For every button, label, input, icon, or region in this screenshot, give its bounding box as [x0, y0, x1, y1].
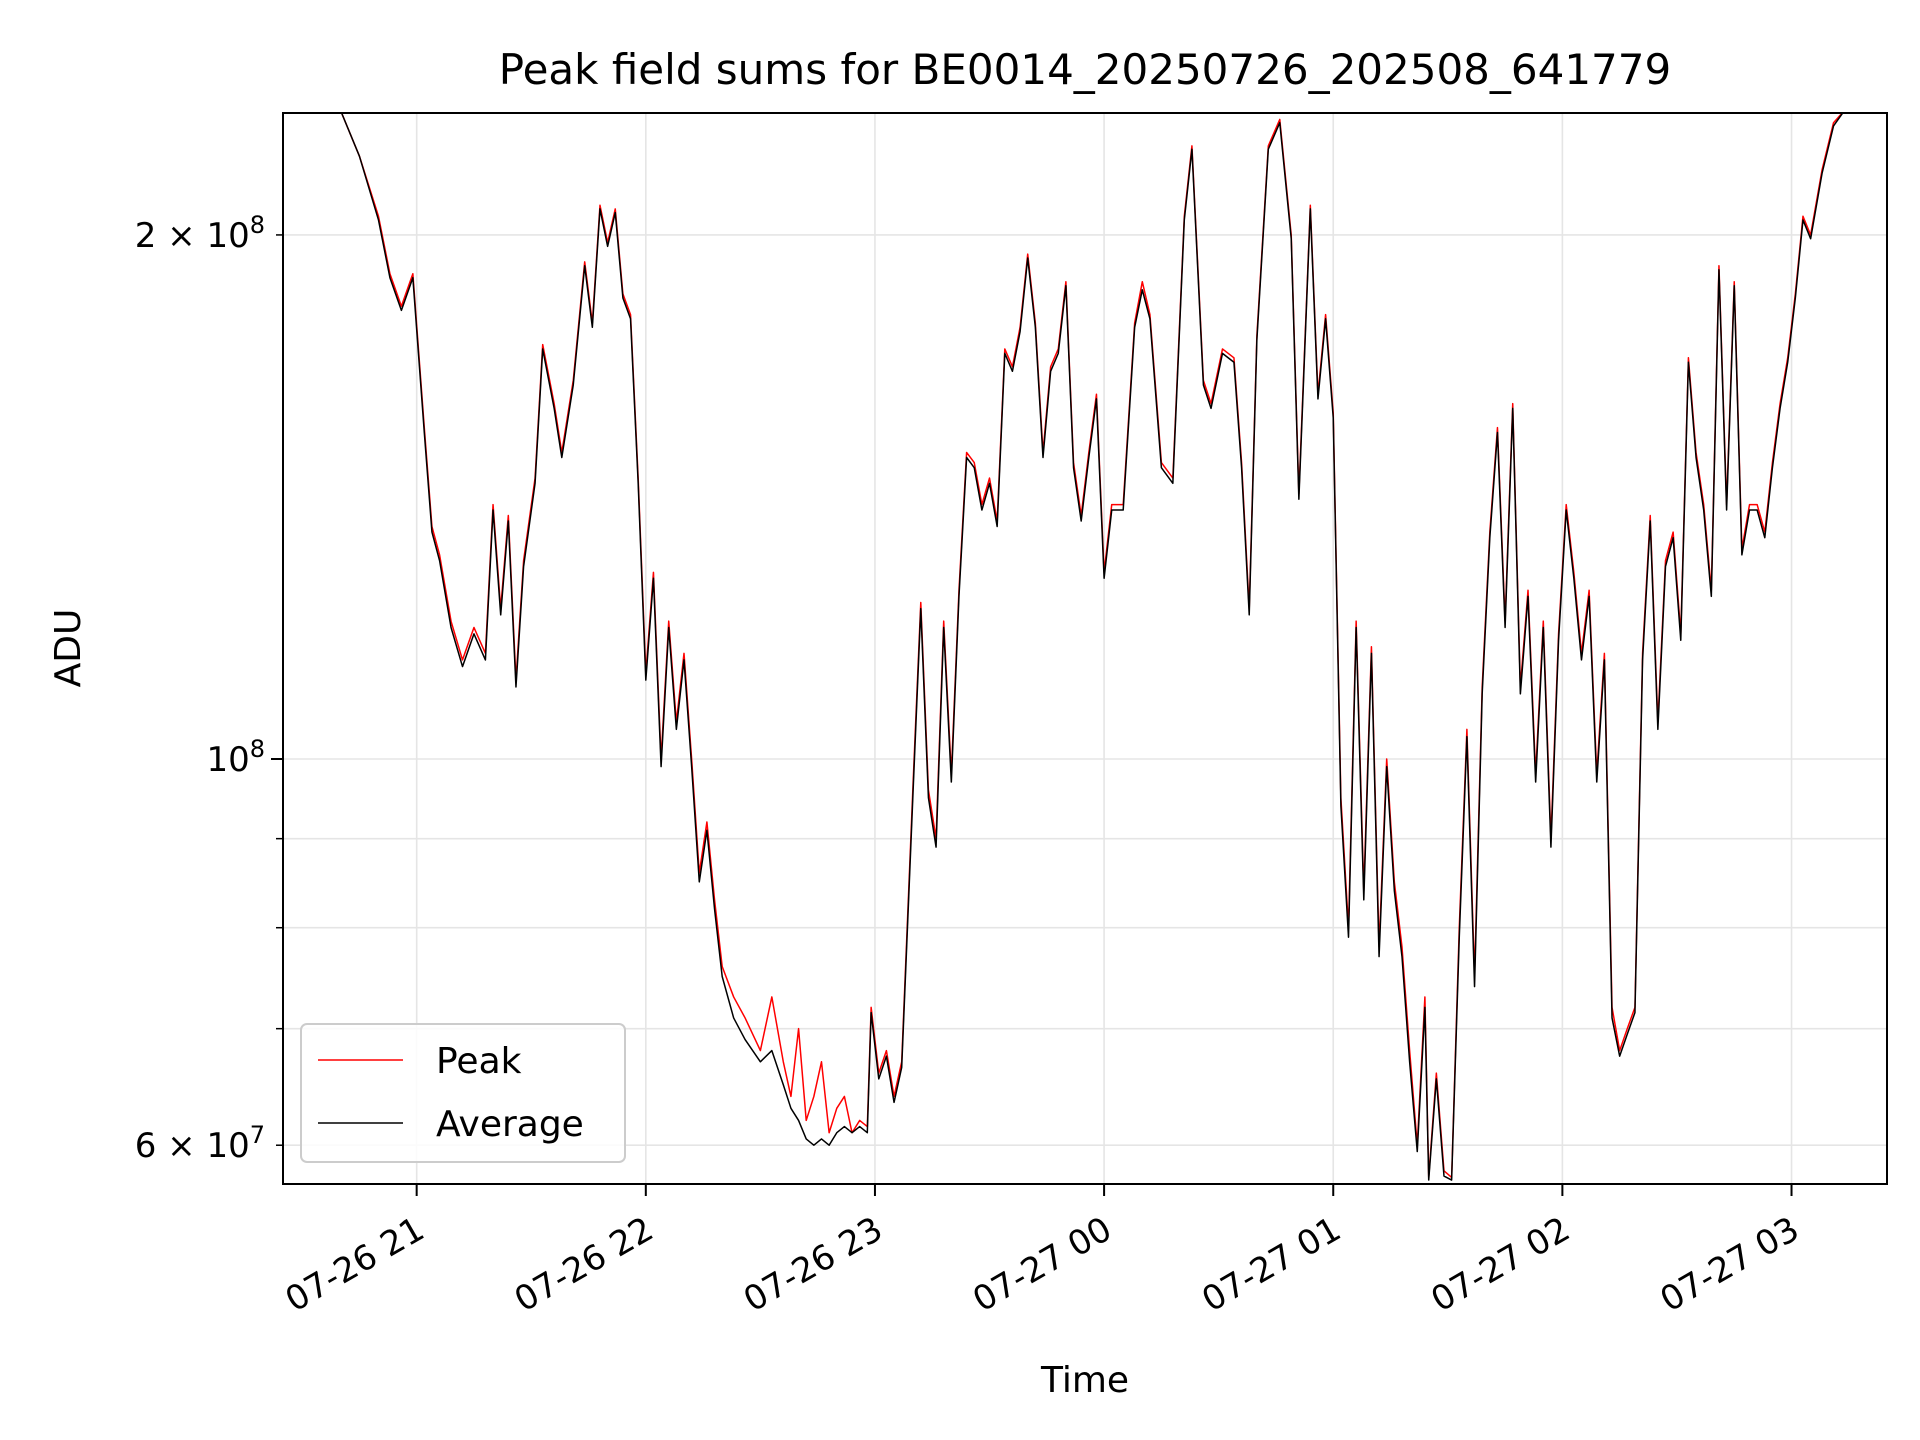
grid-lines: [283, 113, 1887, 1184]
legend: Peak Average: [300, 1023, 626, 1163]
y-tick-label: 108: [206, 735, 265, 780]
series-layer: [340, 113, 1844, 1181]
y-axis-label: ADU: [48, 609, 89, 688]
x-axis-label: Time: [1040, 1360, 1129, 1401]
y-tick-label: 6 × 107: [135, 1121, 265, 1166]
legend-label-peak: Peak: [436, 1041, 522, 1082]
chart-title: Peak field sums for BE0014_20250726_2025…: [499, 45, 1671, 94]
series-line-average: [340, 113, 1844, 1181]
legend-label-average: Average: [436, 1104, 584, 1145]
legend-box: [300, 1023, 626, 1163]
plot-frame: [282, 112, 1888, 1185]
y-tick-label: 2 × 108: [135, 211, 265, 256]
